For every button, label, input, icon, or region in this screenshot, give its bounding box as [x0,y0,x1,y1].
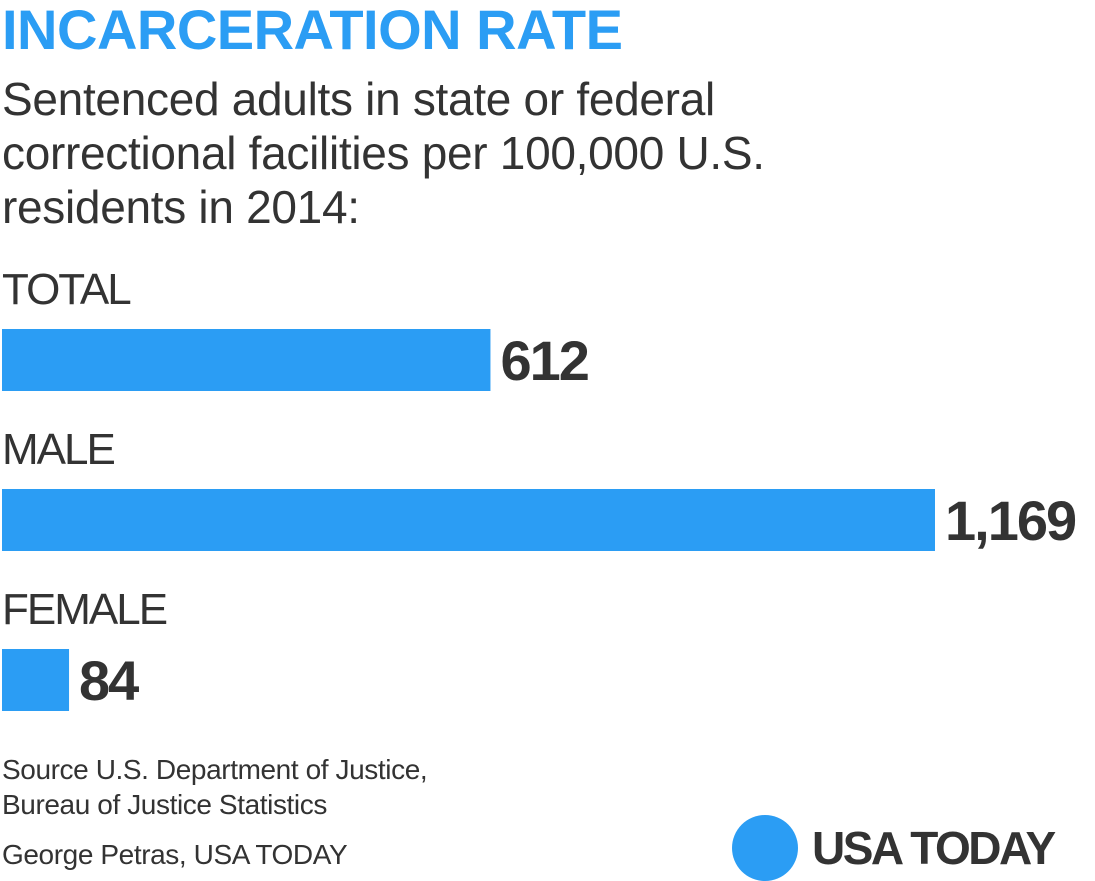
bar-total [2,329,491,391]
source-note: Source U.S. Department of Justice, Burea… [2,752,428,822]
bar-female [2,649,70,711]
logo-circle-icon [732,815,798,881]
subtitle-line: Sentenced adults in state or federal [2,73,715,125]
bar-male [2,489,935,551]
logo-text: USA TODAY [812,822,1056,874]
chart-title: INCARCERATION RATE [2,0,623,61]
value-label: 1,169 [945,489,1076,552]
value-label: 612 [500,329,587,392]
credit-line: George Petras, USA TODAY [2,839,348,870]
subtitle-line: residents in 2014: [2,181,360,233]
usa-today-logo: USA TODAY [732,815,1056,881]
source-line: Bureau of Justice Statistics [2,789,327,820]
category-label: MALE [2,425,114,474]
subtitle-line: correctional facilities per 100,000 U.S. [2,127,765,179]
bar-chart: TOTAL 612 MALE 1,169 FEMALE 84 [2,265,1078,712]
source-line: Source U.S. Department of Justice, [2,754,428,785]
category-label: TOTAL [2,265,131,314]
chart-subtitle: Sentenced adults in state or federal cor… [2,72,902,234]
category-label: FEMALE [2,585,167,634]
value-label: 84 [79,649,139,712]
